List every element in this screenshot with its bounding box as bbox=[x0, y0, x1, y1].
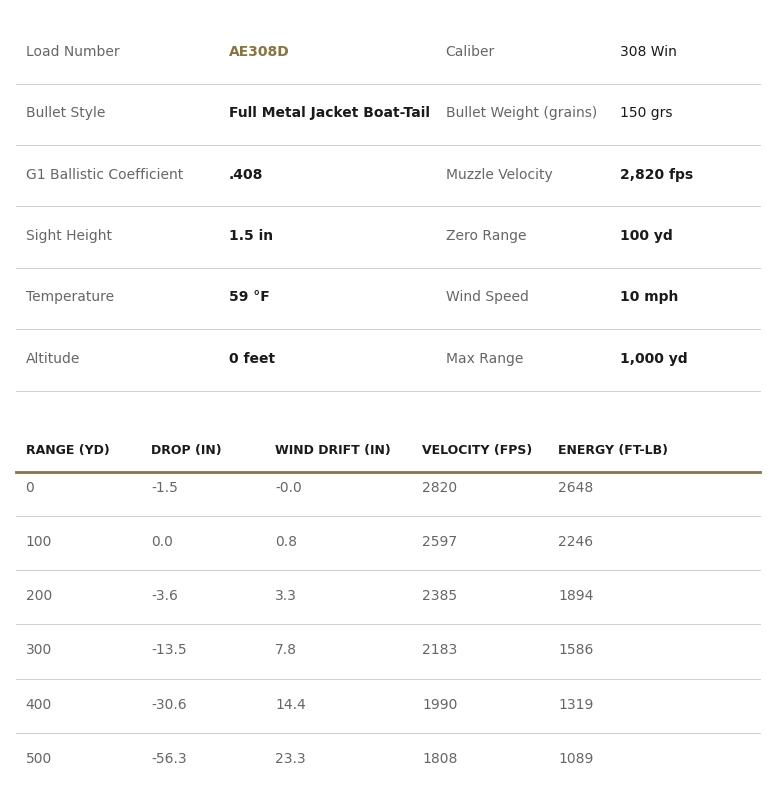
Text: 1089: 1089 bbox=[558, 752, 594, 766]
Text: DROP (IN): DROP (IN) bbox=[151, 444, 222, 457]
Text: Full Metal Jacket Boat-Tail: Full Metal Jacket Boat-Tail bbox=[229, 106, 429, 120]
Text: 1990: 1990 bbox=[422, 697, 458, 712]
Text: RANGE (YD): RANGE (YD) bbox=[26, 444, 109, 457]
Text: Sight Height: Sight Height bbox=[26, 229, 112, 243]
Text: 2385: 2385 bbox=[422, 589, 457, 603]
Text: Max Range: Max Range bbox=[446, 351, 523, 366]
Text: G1 Ballistic Coefficient: G1 Ballistic Coefficient bbox=[26, 167, 183, 182]
Text: -0.0: -0.0 bbox=[275, 481, 302, 495]
Text: Zero Range: Zero Range bbox=[446, 229, 526, 243]
Text: 0 feet: 0 feet bbox=[229, 351, 275, 366]
Text: 7.8: 7.8 bbox=[275, 643, 297, 658]
Text: 1,000 yd: 1,000 yd bbox=[620, 351, 687, 366]
Text: 100 yd: 100 yd bbox=[620, 229, 673, 243]
Text: .408: .408 bbox=[229, 167, 263, 182]
Text: 0.0: 0.0 bbox=[151, 535, 173, 549]
Text: 23.3: 23.3 bbox=[275, 752, 306, 766]
Text: -30.6: -30.6 bbox=[151, 697, 187, 712]
Text: 10 mph: 10 mph bbox=[620, 290, 678, 304]
Text: 1894: 1894 bbox=[558, 589, 594, 603]
Text: Bullet Style: Bullet Style bbox=[26, 106, 105, 120]
Text: WIND DRIFT (IN): WIND DRIFT (IN) bbox=[275, 444, 391, 457]
Text: 2,820 fps: 2,820 fps bbox=[620, 167, 693, 182]
Text: 1808: 1808 bbox=[422, 752, 458, 766]
Text: 200: 200 bbox=[26, 589, 52, 603]
Text: -1.5: -1.5 bbox=[151, 481, 178, 495]
Text: 300: 300 bbox=[26, 643, 52, 658]
Text: 0: 0 bbox=[26, 481, 34, 495]
Text: 500: 500 bbox=[26, 752, 52, 766]
Text: -56.3: -56.3 bbox=[151, 752, 187, 766]
Text: Bullet Weight (grains): Bullet Weight (grains) bbox=[446, 106, 597, 120]
Text: 2648: 2648 bbox=[558, 481, 593, 495]
Text: Altitude: Altitude bbox=[26, 351, 80, 366]
Text: -3.6: -3.6 bbox=[151, 589, 178, 603]
Text: 400: 400 bbox=[26, 697, 52, 712]
Text: 1586: 1586 bbox=[558, 643, 594, 658]
Text: 2597: 2597 bbox=[422, 535, 457, 549]
Text: Wind Speed: Wind Speed bbox=[446, 290, 529, 304]
Text: 3.3: 3.3 bbox=[275, 589, 297, 603]
Text: Load Number: Load Number bbox=[26, 45, 119, 59]
Text: 150 grs: 150 grs bbox=[620, 106, 673, 120]
Text: 14.4: 14.4 bbox=[275, 697, 306, 712]
Text: Temperature: Temperature bbox=[26, 290, 114, 304]
Text: 1.5 in: 1.5 in bbox=[229, 229, 273, 243]
Text: -13.5: -13.5 bbox=[151, 643, 187, 658]
Text: 1319: 1319 bbox=[558, 697, 594, 712]
Text: Caliber: Caliber bbox=[446, 45, 495, 59]
Text: 2820: 2820 bbox=[422, 481, 457, 495]
Text: 59 °F: 59 °F bbox=[229, 290, 270, 304]
Text: VELOCITY (FPS): VELOCITY (FPS) bbox=[422, 444, 532, 457]
Text: AE308D: AE308D bbox=[229, 45, 289, 59]
Text: 308 Win: 308 Win bbox=[620, 45, 677, 59]
Text: 0.8: 0.8 bbox=[275, 535, 297, 549]
Text: 100: 100 bbox=[26, 535, 52, 549]
Text: Muzzle Velocity: Muzzle Velocity bbox=[446, 167, 553, 182]
Text: 2183: 2183 bbox=[422, 643, 457, 658]
Text: ENERGY (FT-LB): ENERGY (FT-LB) bbox=[558, 444, 668, 457]
Text: 2246: 2246 bbox=[558, 535, 593, 549]
